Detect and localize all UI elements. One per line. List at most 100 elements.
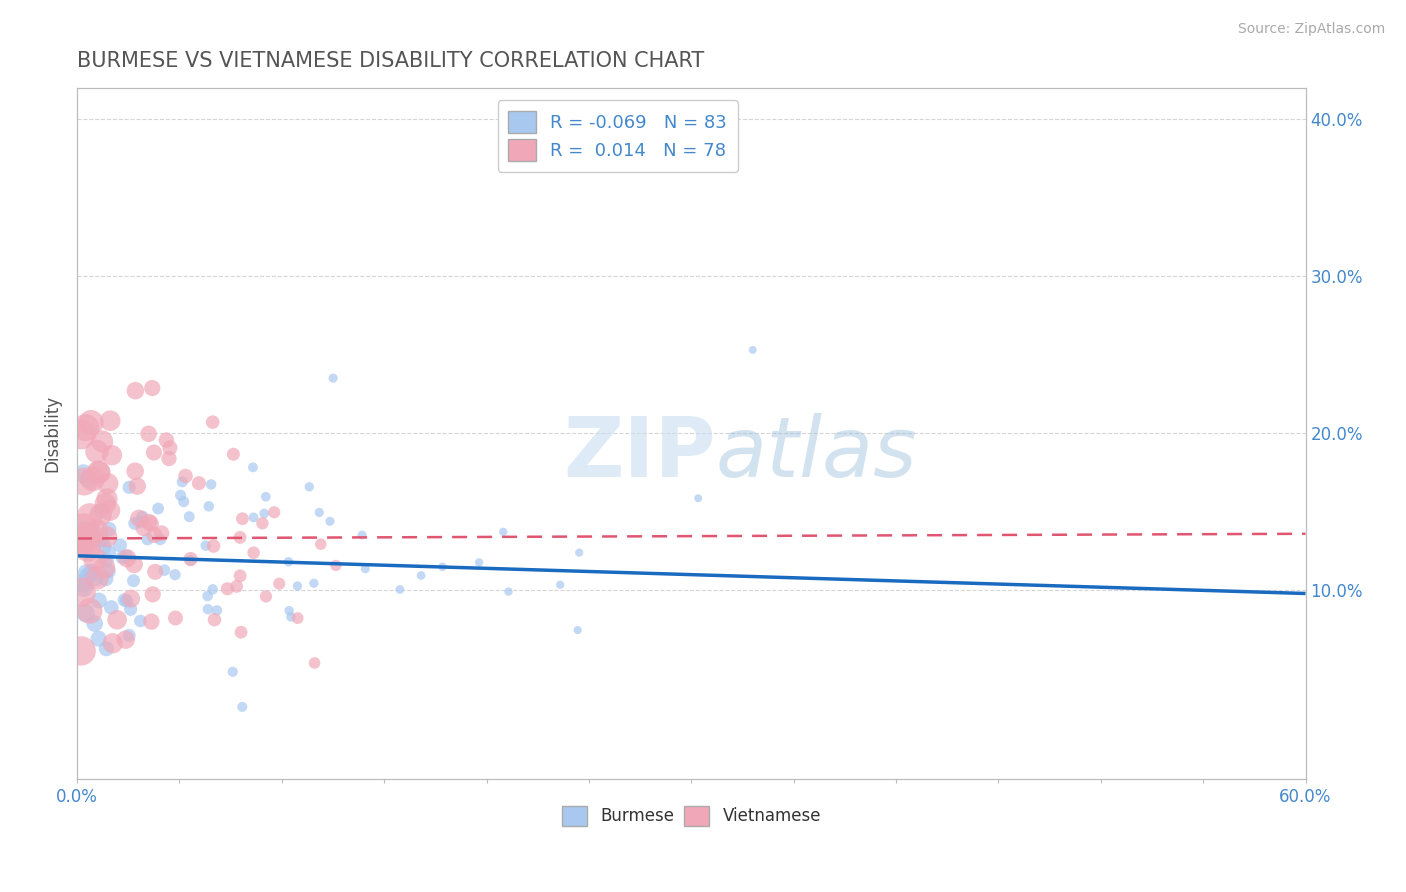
Point [325,558,347,573]
Point [96,530,118,544]
Point [150,526,173,541]
Point [287,611,309,625]
Point [159,441,181,455]
Point [128,511,150,525]
Point [75,420,97,434]
Point [97,564,120,578]
Point [432,559,454,574]
Point [187,476,209,491]
Point [179,509,201,524]
Point [200,477,222,491]
Point [79,604,101,618]
Point [73,532,96,546]
Point [70,585,93,599]
Point [302,576,325,591]
Point [87,632,110,646]
Point [72,524,94,538]
Point [94,497,117,511]
Point [127,479,149,493]
Point [201,415,224,429]
Point [308,505,330,519]
Point [72,520,94,534]
Point [112,593,135,607]
Point [101,636,124,650]
Point [108,538,131,552]
Point [139,516,162,531]
Y-axis label: Disability: Disability [44,394,60,472]
Point [172,475,194,489]
Point [82,472,104,486]
Point [129,614,152,628]
Point [129,515,152,529]
Point [76,541,98,556]
Point [115,549,138,564]
Point [79,528,101,542]
Point [105,613,128,627]
Point [197,602,219,616]
Point [319,514,342,528]
Point [83,616,105,631]
Point [287,579,309,593]
Point [146,501,169,516]
Text: BURMESE VS VIETNAMESE DISABILITY CORRELATION CHART: BURMESE VS VIETNAMESE DISABILITY CORRELA… [77,51,704,70]
Point [142,445,165,459]
Point [101,448,124,462]
Point [98,414,121,428]
Point [222,447,245,461]
Point [90,503,112,517]
Point [93,560,115,574]
Point [96,641,118,656]
Point [354,562,377,576]
Point [155,433,177,447]
Point [278,604,301,618]
Point [76,566,98,580]
Point [142,587,165,601]
Point [98,522,121,536]
Point [254,590,277,604]
Text: atlas: atlas [716,414,918,494]
Point [498,584,520,599]
Text: ZIP: ZIP [564,414,716,494]
Point [87,593,110,607]
Point [73,581,96,595]
Point [115,551,138,566]
Point [242,460,264,475]
Point [149,533,172,547]
Point [96,491,118,506]
Point [90,533,112,548]
Point [269,576,291,591]
Point [411,568,433,582]
Point [143,565,166,579]
Point [254,490,277,504]
Point [277,555,299,569]
Point [174,469,197,483]
Point [252,516,274,531]
Point [124,516,146,531]
Point [89,466,111,480]
Point [229,625,252,640]
Point [298,480,321,494]
Point [124,384,146,398]
Point [548,578,571,592]
Point [143,528,166,542]
Point [97,545,120,559]
Point [94,553,117,567]
Point [73,533,96,548]
Point [180,552,202,566]
Point [122,574,145,588]
Point [70,644,93,658]
Point [70,427,93,442]
Point [138,426,160,441]
Point [217,582,239,596]
Point [90,508,112,522]
Point [205,603,228,617]
Point [179,553,201,567]
Point [86,444,108,458]
Point [388,582,411,597]
Point [567,623,589,637]
Point [169,488,191,502]
Point [86,524,108,538]
Point [122,558,145,572]
Point [77,472,100,486]
Point [242,546,264,560]
